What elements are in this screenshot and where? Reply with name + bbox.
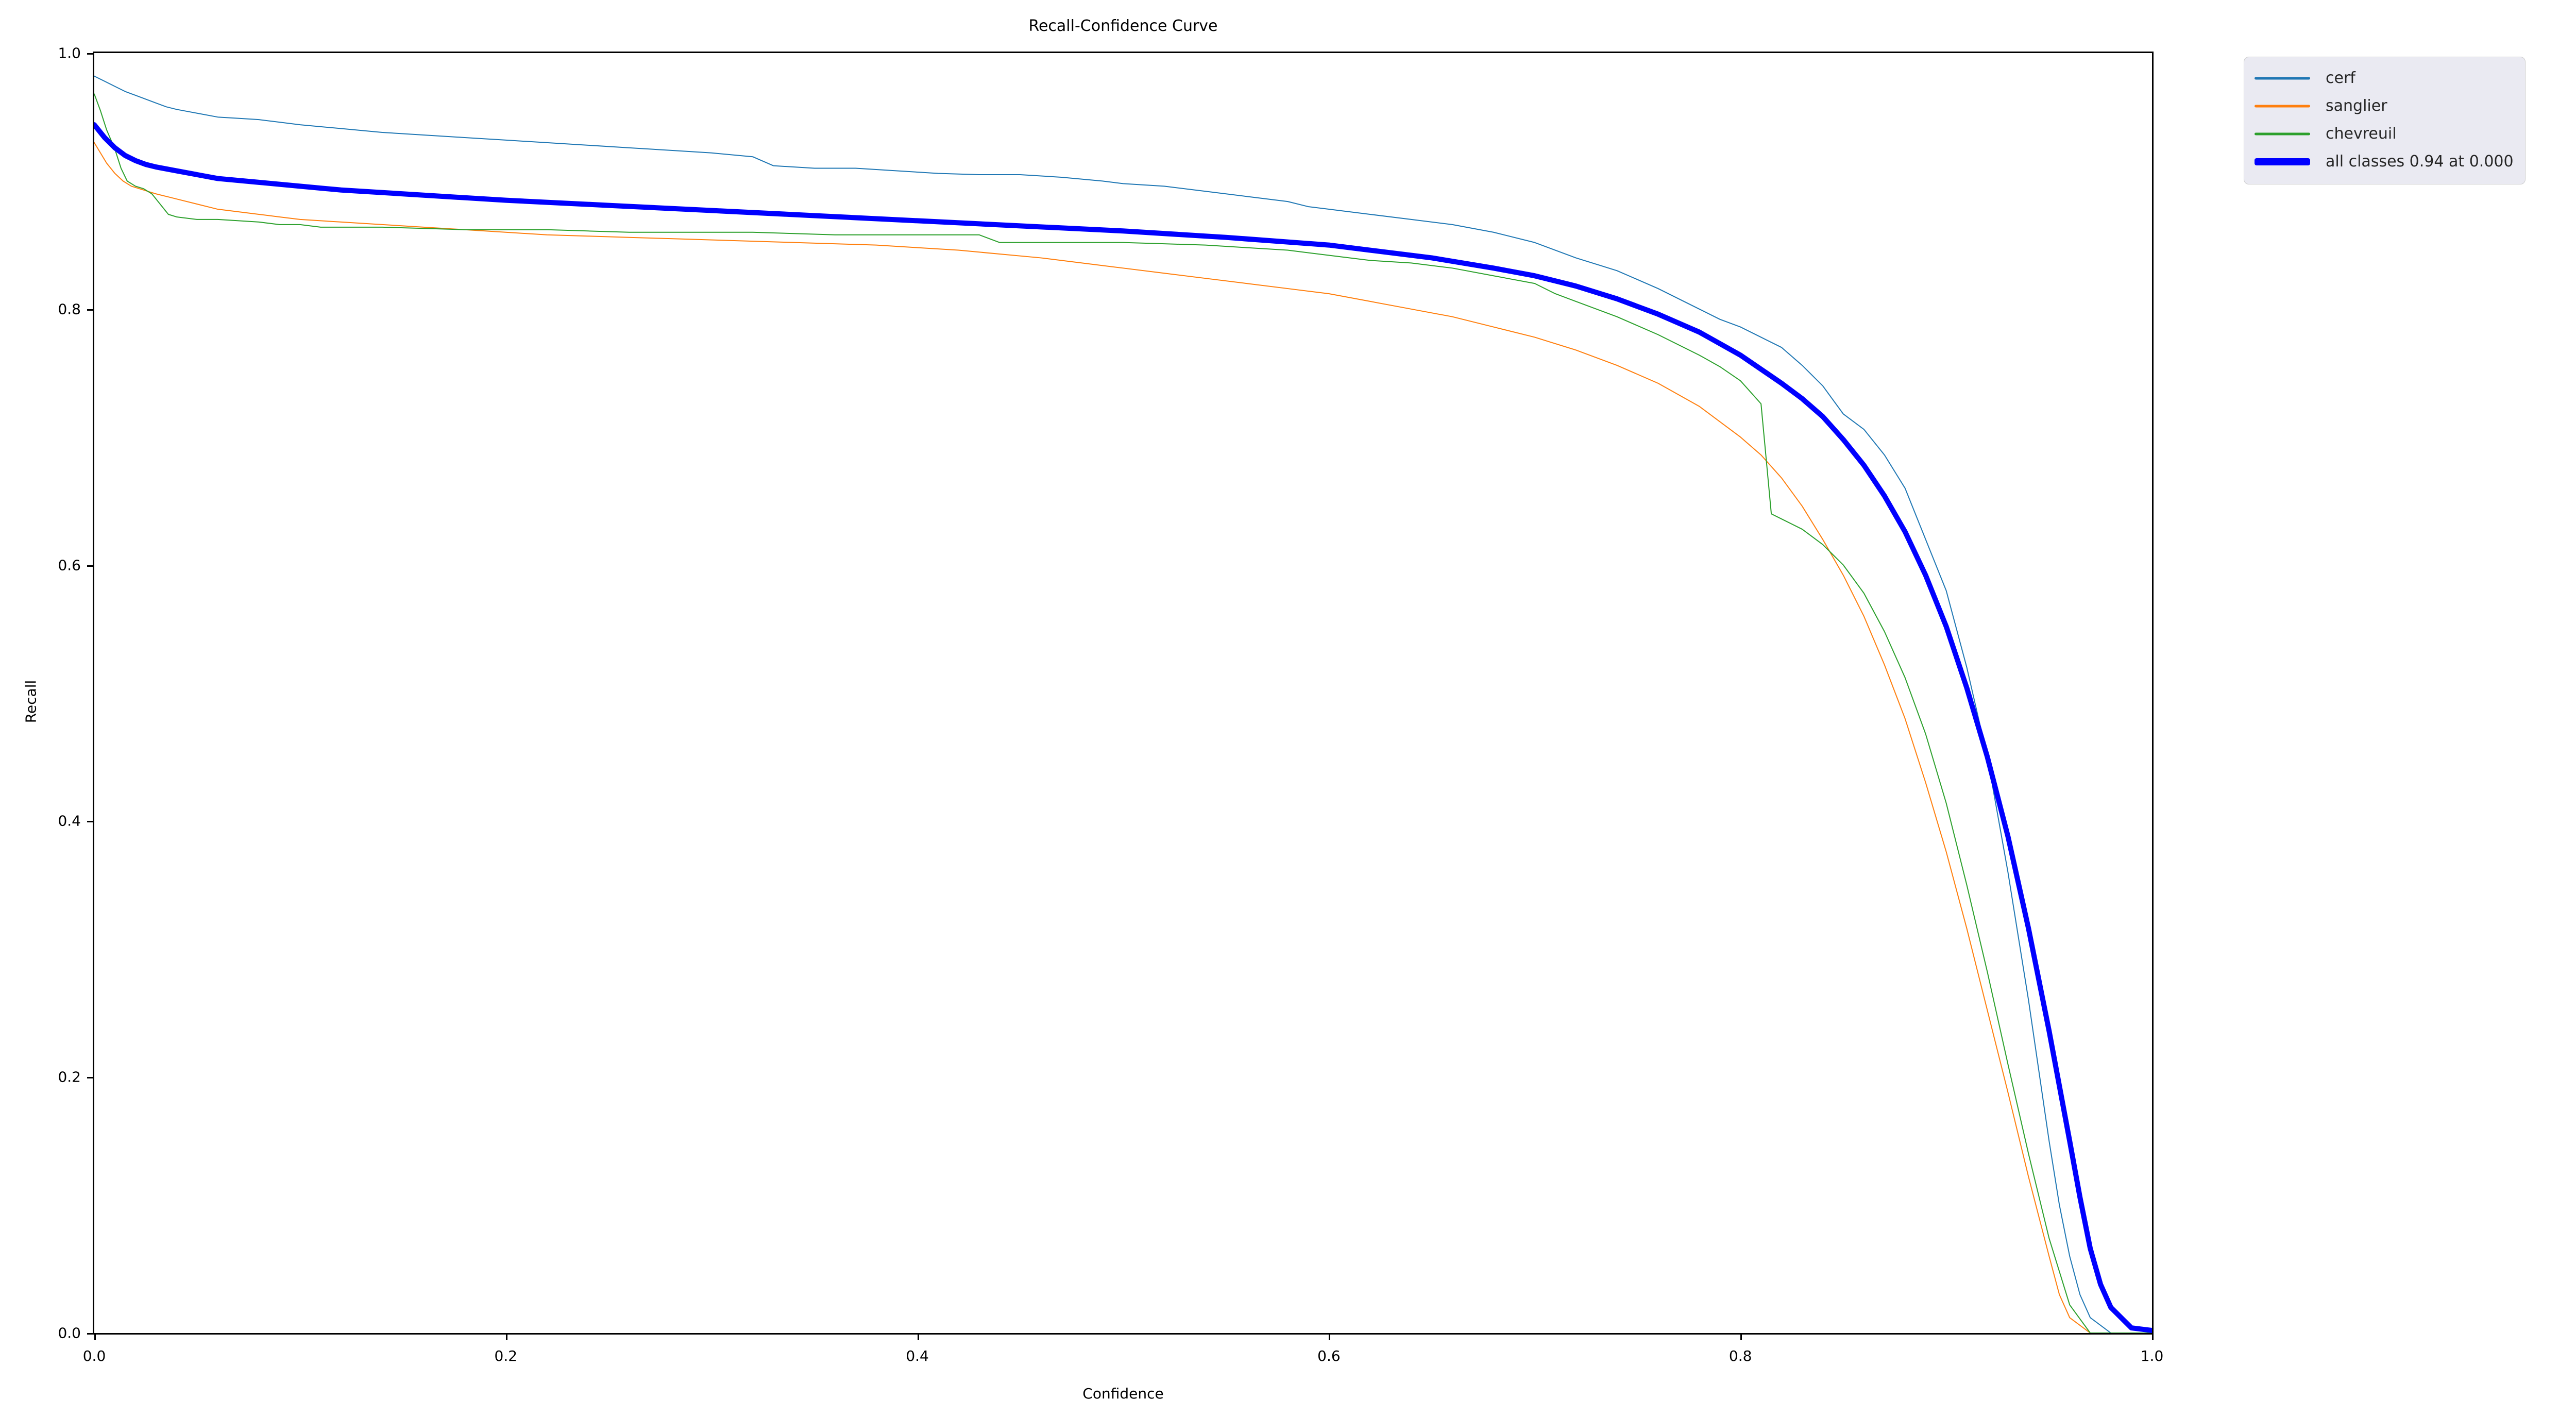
y-tick-label: 0.0 bbox=[58, 1324, 81, 1342]
x-tick-mark bbox=[917, 1333, 919, 1340]
y-tick-label: 0.8 bbox=[58, 300, 81, 318]
legend-item-label: cerf bbox=[2326, 69, 2355, 87]
legend-color-swatch-icon bbox=[2255, 154, 2310, 170]
series-line-cerf bbox=[94, 76, 2152, 1333]
y-tick-label: 0.4 bbox=[58, 812, 81, 830]
x-tick-label: 0.8 bbox=[1728, 1347, 1752, 1364]
legend-item[interactable]: cerf bbox=[2255, 64, 2514, 92]
x-tick-label: 0.4 bbox=[906, 1347, 929, 1364]
y-tick-mark bbox=[87, 821, 94, 823]
plot-svg bbox=[94, 53, 2152, 1333]
legend-color-swatch-icon bbox=[2255, 126, 2310, 142]
x-tick-label: 0.6 bbox=[1317, 1347, 1341, 1364]
y-tick-label: 1.0 bbox=[58, 44, 81, 62]
chart-title: Recall-Confidence Curve bbox=[1028, 17, 1218, 35]
legend-color-swatch-icon bbox=[2255, 98, 2310, 114]
legend-item[interactable]: chevreuil bbox=[2255, 120, 2514, 148]
x-tick-mark bbox=[1740, 1333, 1742, 1340]
y-tick-mark bbox=[87, 565, 94, 567]
y-axis-label: Recall bbox=[22, 680, 40, 723]
legend-color-swatch-icon bbox=[2255, 71, 2310, 86]
y-tick-label: 0.2 bbox=[58, 1068, 81, 1086]
y-tick-label: 0.6 bbox=[58, 556, 81, 574]
series-line-chevreuil bbox=[94, 94, 2152, 1333]
x-tick-mark bbox=[2152, 1333, 2154, 1340]
legend-item-label: chevreuil bbox=[2326, 125, 2397, 143]
y-tick-mark bbox=[87, 1077, 94, 1079]
y-tick-mark bbox=[87, 309, 94, 311]
legend-item[interactable]: sanglier bbox=[2255, 92, 2514, 120]
series-line-all-classes bbox=[94, 125, 2152, 1330]
y-tick-mark bbox=[87, 53, 94, 55]
x-axis-label: Confidence bbox=[1082, 1385, 1164, 1402]
legend-item-label: sanglier bbox=[2326, 97, 2387, 115]
x-tick-label: 0.0 bbox=[82, 1347, 106, 1364]
legend-item-label: all classes 0.94 at 0.000 bbox=[2326, 153, 2514, 171]
legend-item[interactable]: all classes 0.94 at 0.000 bbox=[2255, 148, 2514, 176]
x-tick-mark bbox=[94, 1333, 96, 1340]
x-tick-mark bbox=[1329, 1333, 1331, 1340]
x-tick-label: 1.0 bbox=[2140, 1347, 2164, 1364]
x-tick-mark bbox=[505, 1333, 507, 1340]
plot-area: 0.0 0.2 0.4 0.6 0.8 1.0 0.0 0.2 0.4 0.6 0.8 1.0 bbox=[58, 45, 2163, 1365]
series-line-sanglier bbox=[94, 143, 2152, 1333]
x-tick-label: 0.2 bbox=[494, 1347, 518, 1364]
legend: cerf sanglier chevreuil all classes 0.94 at… bbox=[2244, 57, 2526, 184]
y-tick-mark bbox=[87, 1333, 94, 1335]
